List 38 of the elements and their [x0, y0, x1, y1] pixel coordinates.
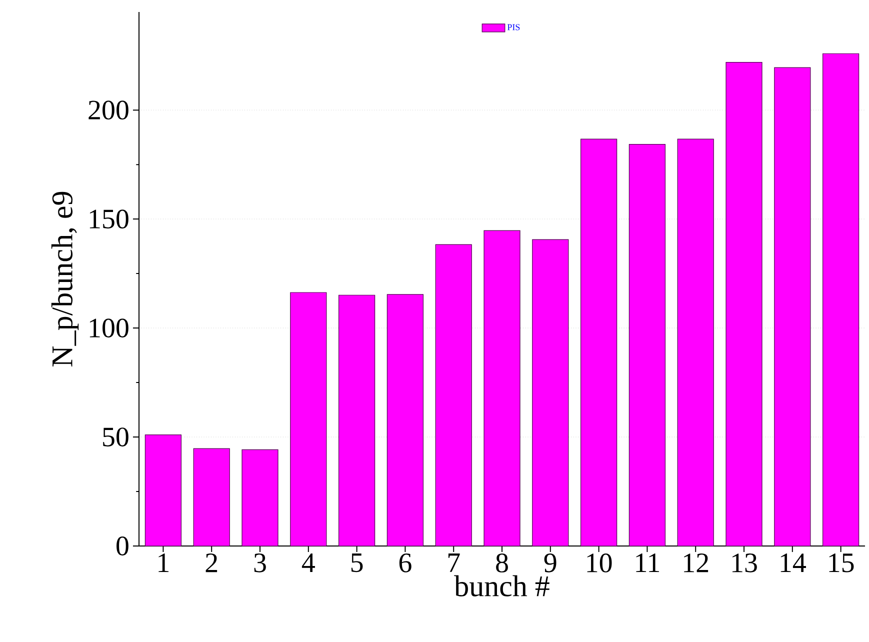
- bar: [580, 138, 618, 546]
- bar: [386, 294, 424, 546]
- bar: [677, 138, 714, 546]
- bar: [435, 244, 472, 546]
- y-tick-label: 100: [90, 318, 128, 338]
- y-tick-label: 150: [90, 210, 128, 228]
- x-tick-label: 7: [448, 554, 460, 572]
- x-tick-label: 8: [496, 554, 508, 572]
- x-tick-label: 10: [587, 554, 612, 572]
- x-tick-label: 11: [636, 554, 660, 572]
- bar: [726, 62, 762, 546]
- legend-label: PIS: [507, 24, 520, 30]
- bar: [628, 144, 666, 546]
- bar: [290, 292, 327, 546]
- bar: [822, 53, 860, 546]
- bar: [774, 67, 811, 546]
- y-tick-label: 0: [116, 536, 128, 556]
- bar: [193, 448, 230, 546]
- x-tick-label: 15: [829, 554, 854, 572]
- x-tick-label: 9: [544, 554, 556, 572]
- bar: [144, 434, 182, 546]
- x-tick-label: 12: [684, 554, 708, 572]
- bar: [338, 294, 376, 546]
- bar: [242, 449, 278, 546]
- x-axis-title: bunch #: [454, 575, 550, 596]
- x-tick-label: 2: [206, 554, 218, 572]
- x-tick-label: 5: [351, 554, 363, 572]
- bar: [532, 239, 569, 546]
- x-tick-label: 13: [732, 554, 757, 572]
- x-tick-label: 3: [254, 554, 266, 572]
- x-tick-label: 14: [780, 554, 806, 572]
- y-tick-label: 200: [88, 100, 128, 120]
- x-tick-label: 6: [399, 554, 412, 572]
- x-tick-label: 1: [158, 554, 169, 572]
- x-tick-label: 4: [302, 554, 315, 572]
- y-axis-title: N_p/bunch, e9: [51, 192, 79, 366]
- y-tick-label: 50: [103, 428, 128, 446]
- bar: [484, 230, 520, 546]
